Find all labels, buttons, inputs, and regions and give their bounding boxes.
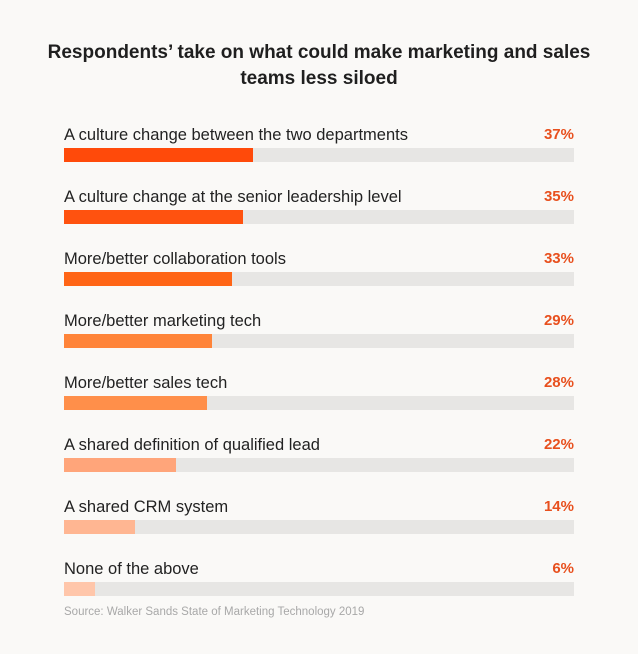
bar-row: A culture change between the two departm… — [64, 124, 574, 186]
value-label: 35% — [543, 188, 574, 205]
bar — [64, 396, 207, 410]
bar-track — [64, 520, 574, 534]
bar — [64, 520, 136, 534]
bar-row: More/better collaboration tools 33% — [64, 248, 574, 310]
category-label: A culture change between the two departm… — [64, 126, 408, 144]
chart-title: Respondents’ take on what could make mar… — [47, 42, 591, 89]
bar-row: A shared CRM system 14% — [64, 496, 574, 558]
value-label: 22% — [543, 436, 574, 453]
bar-row: None of the above 6% — [64, 558, 574, 620]
bar-rows: A culture change between the two departm… — [64, 124, 574, 620]
bar-row: A culture change at the senior leadershi… — [64, 186, 574, 248]
value-label: 14% — [543, 498, 574, 515]
bar-track — [64, 582, 574, 596]
bar — [64, 334, 212, 348]
value-label: 37% — [543, 126, 574, 143]
bar-track — [64, 396, 574, 410]
bar — [64, 272, 233, 286]
bar-track — [64, 272, 574, 286]
bar-track — [64, 334, 574, 348]
source-note: Source: Walker Sands State of Marketing … — [64, 606, 365, 618]
bar-row: More/better marketing tech 29% — [64, 310, 574, 372]
value-label: 33% — [543, 250, 574, 267]
bar-track — [64, 148, 574, 162]
bar-track — [64, 210, 574, 224]
bar-row: A shared definition of qualified lead 22% — [64, 434, 574, 496]
value-label: 6% — [552, 560, 574, 577]
bar-row: More/better sales tech 28% — [64, 372, 574, 434]
category-label: A culture change at the senior leadershi… — [64, 188, 402, 206]
bar — [64, 210, 243, 224]
bar — [64, 148, 253, 162]
bar-track — [64, 458, 574, 472]
category-label: A shared CRM system — [64, 498, 229, 516]
value-label: 28% — [543, 374, 574, 391]
value-label: 29% — [543, 312, 574, 329]
bar — [64, 458, 177, 472]
category-label: A shared definition of qualified lead — [64, 436, 320, 454]
category-label: More/better sales tech — [64, 374, 228, 392]
bar — [64, 582, 95, 596]
category-label: None of the above — [64, 560, 199, 578]
category-label: More/better marketing tech — [64, 312, 262, 330]
category-label: More/better collaboration tools — [64, 250, 286, 268]
